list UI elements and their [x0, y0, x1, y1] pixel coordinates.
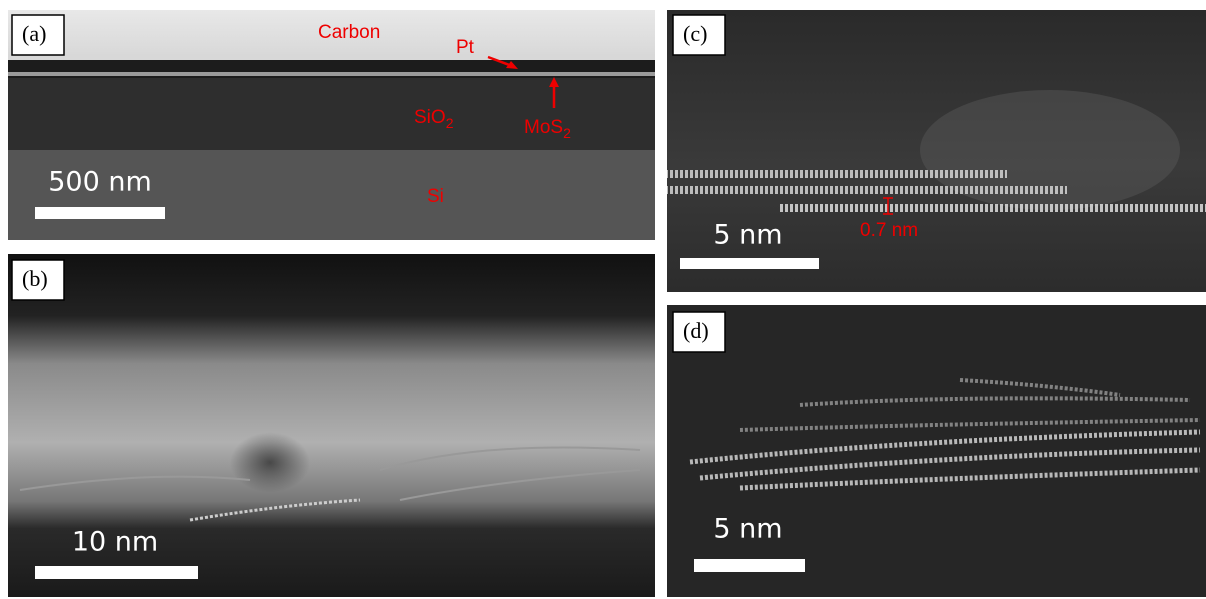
annotation: MoS2 [524, 117, 571, 141]
panel-b: (b) 10 nm [8, 254, 655, 597]
scale-bar-label: 500 nm [48, 167, 152, 198]
panel-a: (a) Carbon Pt SiO2 MoS2 Si 500 nm [8, 10, 655, 240]
annotation: Carbon [318, 22, 380, 43]
annotation: 0.7 nm [860, 220, 918, 241]
scale-bar-label: 10 nm [72, 527, 158, 558]
panel-d: (d) 5 nm [667, 305, 1206, 597]
scale-bar-label: 5 nm [713, 220, 782, 251]
scale-bar-label: 5 nm [713, 514, 782, 545]
panel-label: (b) [22, 266, 48, 291]
panel-label: (a) [22, 21, 46, 46]
annotation: Pt [456, 37, 475, 58]
annotation: Si [427, 186, 444, 207]
annotation: SiO2 [414, 107, 454, 131]
panel-label: (d) [683, 318, 709, 343]
panel-c: (c) 0.7 nm 5 nm [667, 10, 1206, 292]
panel-label: (c) [683, 21, 707, 46]
